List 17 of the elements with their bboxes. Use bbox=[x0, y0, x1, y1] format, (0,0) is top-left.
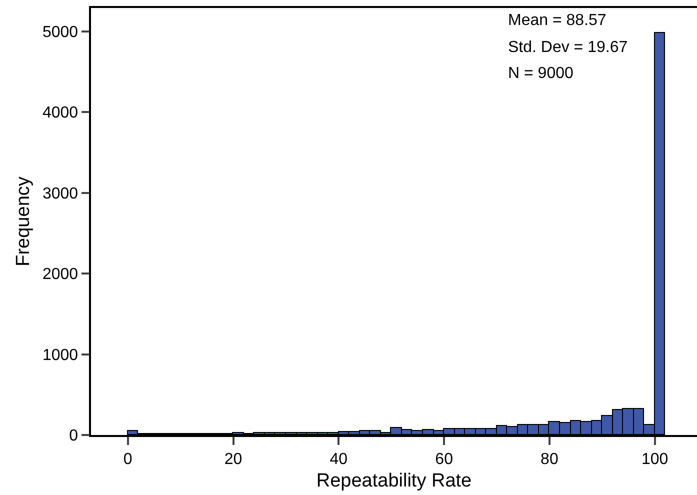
y-tick-label: 1000 bbox=[42, 346, 78, 364]
y-tick-label: 4000 bbox=[42, 104, 78, 122]
annotation: Std. Dev = 19.67 bbox=[508, 39, 628, 56]
y-tick-label: 3000 bbox=[42, 185, 78, 202]
y-tick-label: 5000 bbox=[42, 24, 78, 42]
x-tick-label: 40 bbox=[330, 450, 348, 468]
x-axis-title: Repeatability Rate bbox=[316, 470, 472, 492]
x-tick-label: 60 bbox=[435, 450, 454, 468]
x-tick-label: 20 bbox=[224, 450, 242, 468]
y-tick-label: 2000 bbox=[42, 266, 78, 284]
x-tick-label: 0 bbox=[123, 450, 132, 468]
y-axis-title: Frequency bbox=[12, 176, 34, 266]
annotation: N = 9000 bbox=[508, 65, 574, 82]
x-tick-label: 100 bbox=[641, 450, 668, 468]
y-tick-label: 0 bbox=[69, 428, 78, 445]
annotation: Mean = 88.57 bbox=[508, 12, 606, 29]
x-tick-label: 80 bbox=[540, 450, 558, 468]
